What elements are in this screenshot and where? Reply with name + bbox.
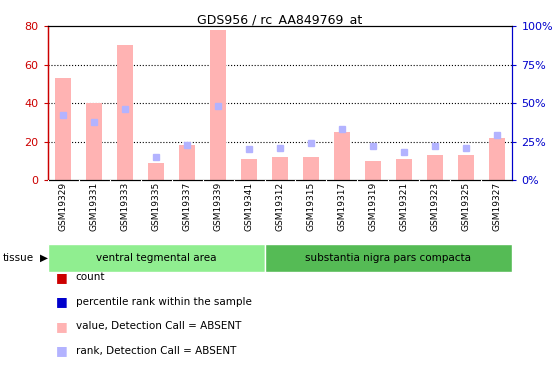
Bar	[48, 244, 264, 272]
Bar	[179, 146, 195, 180]
Text: GSM19341: GSM19341	[245, 182, 254, 231]
Text: GSM19339: GSM19339	[213, 182, 222, 231]
Text: count: count	[76, 273, 105, 282]
Text: GDS956 / rc_AA849769_at: GDS956 / rc_AA849769_at	[197, 13, 363, 26]
Bar	[272, 157, 288, 180]
Bar	[210, 30, 226, 180]
Text: GSM19315: GSM19315	[306, 182, 315, 231]
Bar	[303, 157, 319, 180]
Text: GSM19331: GSM19331	[90, 182, 99, 231]
Text: percentile rank within the sample: percentile rank within the sample	[76, 297, 251, 307]
Bar	[489, 138, 505, 180]
Text: GSM19321: GSM19321	[399, 182, 408, 231]
Bar	[396, 159, 412, 180]
Bar	[427, 155, 442, 180]
Text: ▶: ▶	[40, 253, 48, 263]
Text: GSM19317: GSM19317	[338, 182, 347, 231]
Bar	[55, 78, 71, 180]
Text: GSM19337: GSM19337	[183, 182, 192, 231]
Text: GSM19329: GSM19329	[59, 182, 68, 231]
Text: tissue: tissue	[3, 253, 34, 263]
Text: GSM19323: GSM19323	[431, 182, 440, 231]
Text: ■: ■	[56, 296, 68, 308]
Bar	[458, 155, 474, 180]
Text: ■: ■	[56, 320, 68, 333]
Text: GSM19327: GSM19327	[492, 182, 501, 231]
Text: substantia nigra pars compacta: substantia nigra pars compacta	[305, 253, 472, 263]
Text: GSM19319: GSM19319	[368, 182, 377, 231]
Text: rank, Detection Call = ABSENT: rank, Detection Call = ABSENT	[76, 346, 236, 355]
Bar	[365, 161, 381, 180]
Text: ■: ■	[56, 344, 68, 357]
Bar	[264, 244, 512, 272]
Text: value, Detection Call = ABSENT: value, Detection Call = ABSENT	[76, 321, 241, 331]
Bar	[334, 132, 349, 180]
Text: GSM19325: GSM19325	[461, 182, 470, 231]
Text: ventral tegmental area: ventral tegmental area	[96, 253, 216, 263]
Text: GSM19335: GSM19335	[152, 182, 161, 231]
Text: GSM19333: GSM19333	[120, 182, 129, 231]
Bar	[241, 159, 256, 180]
Text: ■: ■	[56, 271, 68, 284]
Bar	[117, 45, 133, 180]
Text: GSM19312: GSM19312	[276, 182, 284, 231]
Bar	[86, 103, 102, 180]
Bar	[148, 163, 164, 180]
